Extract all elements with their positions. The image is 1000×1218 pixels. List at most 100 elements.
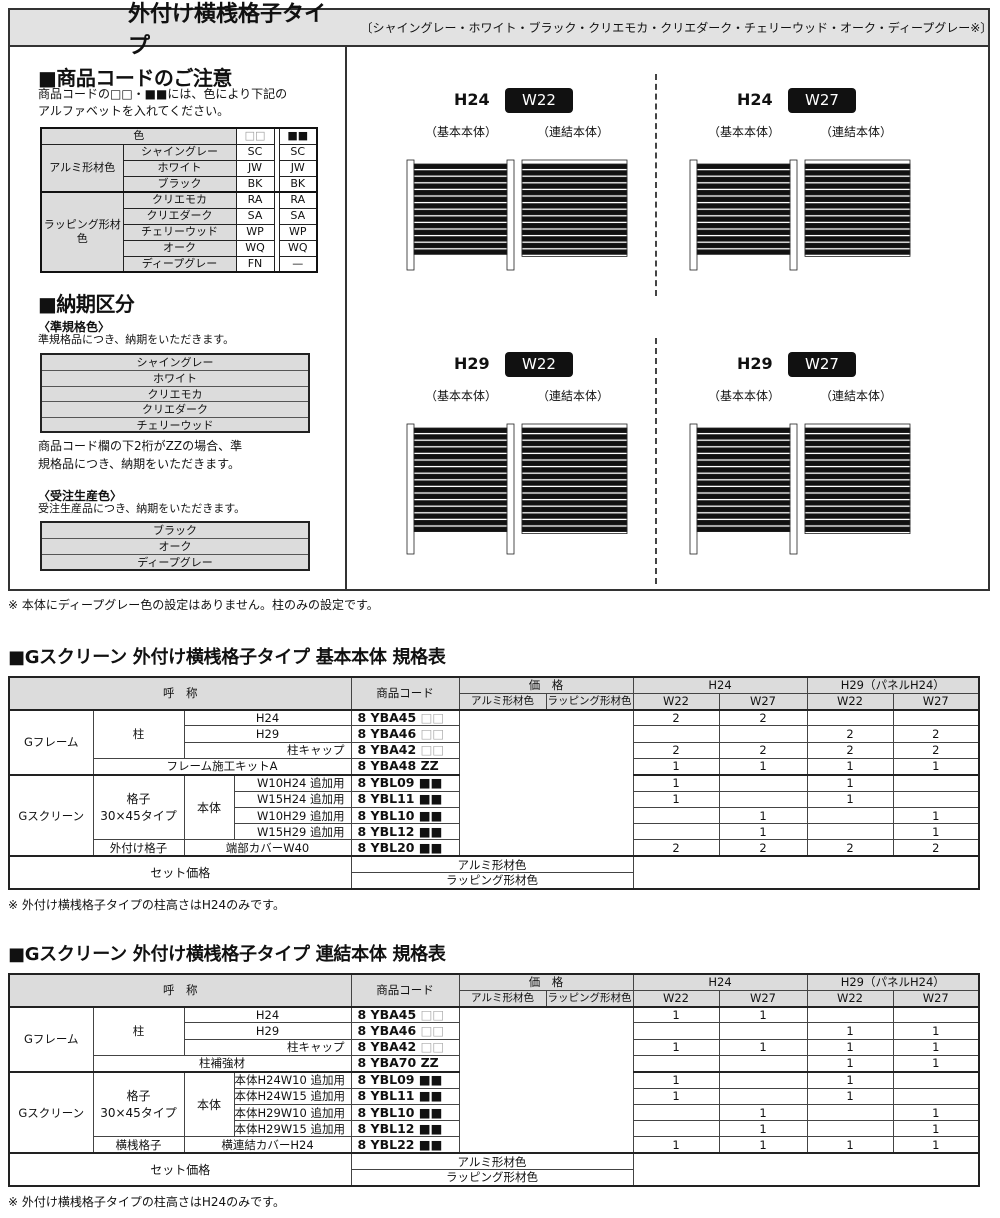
slat xyxy=(521,176,628,183)
quantity-cell: 1 xyxy=(718,757,808,776)
slat xyxy=(804,434,911,440)
item-name: W15H29 追加用 xyxy=(233,823,352,841)
item-name: 柱補強材 xyxy=(92,1054,352,1073)
product-code: 8 YBA45 □□ xyxy=(350,1005,460,1024)
product-code: 8 YBL12 ■■ xyxy=(350,1120,460,1138)
slat xyxy=(696,229,791,235)
height-label: H24 xyxy=(737,90,773,109)
color-code-placeholder: ZZ xyxy=(420,758,439,774)
item-name: 端部カバーW40 xyxy=(183,839,352,857)
slat xyxy=(804,176,911,183)
product-code: 8 YBA46 □□ xyxy=(350,725,460,743)
height-label: H29 xyxy=(454,354,490,373)
color-list-item: ディープグレー xyxy=(137,555,213,569)
quantity-cell: 2 xyxy=(806,741,894,759)
color-table-header: 色 □□ ■■ xyxy=(40,127,318,145)
slat xyxy=(413,170,508,176)
white-code: FN xyxy=(235,255,275,273)
color-code-placeholder: ■■ xyxy=(418,775,443,791)
black-code: RA xyxy=(278,191,318,209)
spec-table-heading: ■Gスクリーン 外付け横桟格子タイプ 基本本体 規格表 xyxy=(8,647,446,668)
product-code: 8 YBL10 ■■ xyxy=(350,806,460,825)
slat xyxy=(413,519,508,526)
category-cell: Gスクリーン xyxy=(8,773,94,857)
quantity-cell: 1 xyxy=(892,1054,980,1073)
quantity-cell: 2 xyxy=(718,839,808,857)
slat xyxy=(804,163,911,169)
item-name: H29 xyxy=(183,1022,352,1040)
width-badge: W22 xyxy=(505,88,573,113)
left-panel: ■商品コードのご注意 商品コードの□□・■■には、色により下記の アルファベット… xyxy=(10,46,347,589)
slat xyxy=(413,189,508,196)
slat xyxy=(521,493,628,499)
standard-title: 〈準規格色〉 xyxy=(38,320,111,334)
color-code-placeholder: □□ xyxy=(420,1023,445,1039)
height-label: H24 xyxy=(454,90,490,109)
product-code: 8 YBA45 □□ xyxy=(350,708,460,727)
quantity-cell xyxy=(806,806,894,825)
header-price: 価 格 xyxy=(458,676,634,694)
slat xyxy=(696,170,791,176)
category-cell: Gフレーム xyxy=(8,1005,94,1073)
slat xyxy=(521,222,628,229)
product-code: 8 YBA46 □□ xyxy=(350,1022,460,1040)
white-code: RA xyxy=(235,191,275,209)
table-row: H29 8 YBA46 □□ 1 1 xyxy=(9,1022,980,1040)
slat xyxy=(413,176,508,183)
quantity-cell: 1 xyxy=(632,1087,720,1105)
slat xyxy=(521,242,628,249)
header-h29: H29（パネルH24） xyxy=(806,973,980,991)
set-price-value xyxy=(632,855,980,890)
quantity-cell: 1 xyxy=(718,1103,808,1122)
slat xyxy=(696,222,791,229)
table-row: Gスクリーン 格子 30×45タイプ 本体 W10H24 追加用 8 YBL09 ■■ 1… xyxy=(8,773,980,857)
width-badge: W27 xyxy=(788,352,856,377)
header-row: アルミ形材色 ラッピング形材色 W22 W27 W22 W27 xyxy=(9,692,980,711)
header-wrap: ラッピング形材色 xyxy=(545,989,634,1008)
header-color: 色 xyxy=(40,127,237,145)
item-name: 本体H29W10 追加用 xyxy=(233,1103,352,1122)
spec-table-note: ※ 外付け横桟格子タイプの柱高さはH24のみです。 xyxy=(8,898,285,912)
slat xyxy=(521,236,628,242)
black-code: — xyxy=(278,255,318,273)
table-row: W15H24 追加用 8 YBL11 ■■ 1 1 xyxy=(9,790,980,808)
table-row: Gフレーム柱 H24 8 YBA45 □□ 2 2 xyxy=(8,708,980,857)
slat xyxy=(521,486,628,493)
quantity-cell: 2 xyxy=(718,741,808,759)
slat xyxy=(413,473,508,480)
color-code-placeholder: ■■ xyxy=(418,807,443,823)
slat xyxy=(521,249,628,255)
quantity-cell: 1 xyxy=(806,1054,894,1073)
product-code: 8 YBL09 ■■ xyxy=(350,773,460,792)
slat xyxy=(696,209,791,216)
item-name: H24 xyxy=(183,708,352,727)
slat xyxy=(696,434,791,440)
header-black-mark: ■■ xyxy=(278,127,318,145)
white-code: WQ xyxy=(235,239,275,257)
table-row: 柱キャップ 8 YBA42 □□ 1 1 1 1 xyxy=(9,1038,980,1056)
quantity-cell: 2 xyxy=(806,839,894,857)
product-code: 8 YBL09 ■■ xyxy=(350,1070,460,1089)
quantity-cell: 2 xyxy=(632,708,720,727)
slat xyxy=(696,236,791,242)
slat xyxy=(696,493,791,499)
slat xyxy=(804,440,911,447)
slat xyxy=(413,216,508,222)
slat xyxy=(521,229,628,235)
slat xyxy=(696,519,791,526)
quantity-cell xyxy=(718,1070,808,1089)
post xyxy=(789,423,798,555)
quantity-cell xyxy=(892,708,980,727)
header-h29: H29（パネルH24） xyxy=(806,676,980,694)
color-list-item: ブラック xyxy=(42,523,308,539)
quantity-cell xyxy=(718,773,808,792)
quantity-cell xyxy=(632,806,720,825)
code-text: 8 YBA46 xyxy=(357,726,417,742)
slat xyxy=(696,513,791,519)
color-code-placeholder: □□ xyxy=(420,742,445,758)
slat xyxy=(521,467,628,473)
quantity-cell: 1 xyxy=(806,1022,894,1040)
code-text: 8 YBL11 xyxy=(357,1088,415,1104)
slat xyxy=(696,189,791,196)
header-wrap: ラッピング形材色 xyxy=(545,692,634,711)
